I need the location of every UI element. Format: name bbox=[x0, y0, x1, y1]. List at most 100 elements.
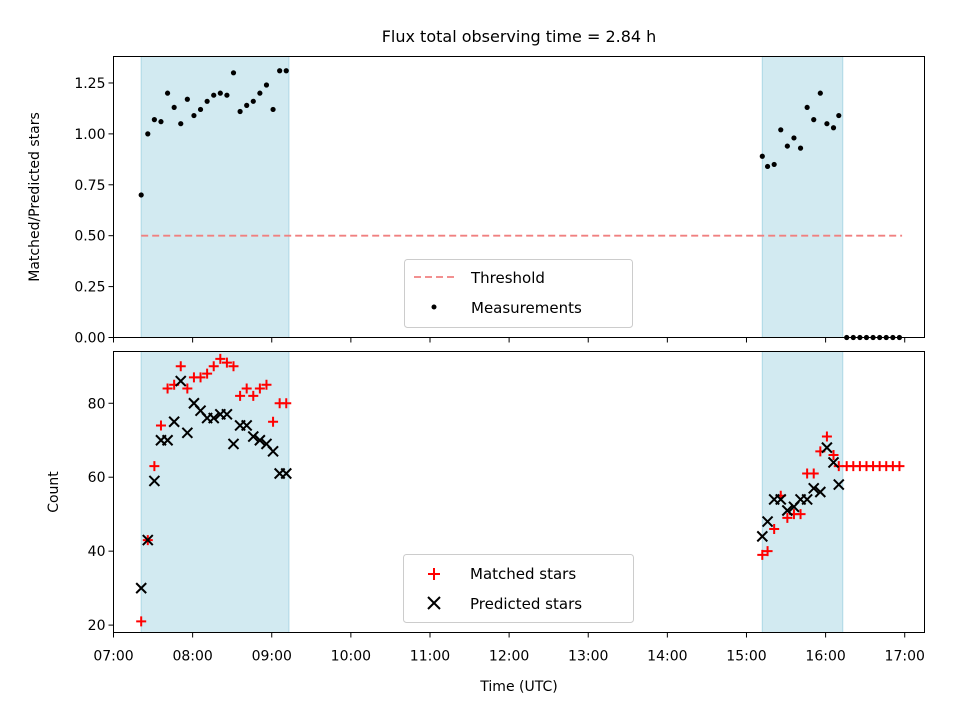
measurement-point bbox=[836, 112, 842, 119]
observing-windows bbox=[140, 56, 844, 338]
observing-window bbox=[761, 56, 844, 338]
y-tick-label: 20 bbox=[88, 618, 106, 634]
predicted-star-point bbox=[280, 467, 292, 480]
x-tick-label: 16:00 bbox=[805, 649, 845, 665]
observing-window bbox=[140, 351, 290, 633]
measurement-point bbox=[797, 145, 804, 151]
measurement-point bbox=[283, 68, 289, 74]
measurement-point bbox=[257, 90, 263, 96]
measurement-point bbox=[171, 104, 177, 111]
predicted-star-point bbox=[254, 434, 266, 446]
x-axis-ticks bbox=[113, 337, 906, 343]
x-tick-label: 08:00 bbox=[172, 649, 212, 665]
measurement-point bbox=[197, 106, 204, 113]
matched-star-point bbox=[208, 361, 219, 372]
measurement-point bbox=[270, 106, 276, 113]
predicted-star-point bbox=[267, 445, 279, 458]
legend: Matched stars Predicted stars bbox=[403, 554, 634, 623]
measurement-point bbox=[230, 70, 237, 76]
matched-star-point bbox=[821, 431, 832, 442]
x-tick-label: 07:00 bbox=[93, 649, 133, 665]
panel-ratio: Flux total observing time = 2.84 h 0.00 0… bbox=[27, 27, 925, 347]
matched-star-point bbox=[195, 372, 206, 383]
measurement-point bbox=[145, 131, 151, 137]
observing-window bbox=[761, 351, 844, 633]
measurement-point bbox=[784, 143, 790, 149]
matched-star-point bbox=[149, 461, 160, 472]
matched-star-point bbox=[808, 468, 819, 479]
measurement-point bbox=[791, 135, 797, 141]
legend-box bbox=[403, 554, 634, 623]
matched-star-point bbox=[261, 379, 272, 390]
y-tick-label: 1.00 bbox=[74, 127, 105, 143]
y-tick-label: 40 bbox=[88, 544, 106, 560]
measurement-point bbox=[263, 82, 270, 88]
predicted-star-point bbox=[833, 478, 845, 491]
predicted-star-point bbox=[181, 427, 194, 439]
predicted-star-point bbox=[175, 375, 187, 387]
measurement-point bbox=[250, 98, 256, 104]
predicted-star-point bbox=[808, 482, 820, 495]
legend-threshold-label: Threshold bbox=[470, 269, 545, 287]
predicted-star-point bbox=[208, 412, 220, 424]
matched-star-point bbox=[762, 546, 773, 557]
matched-star-point bbox=[235, 390, 246, 401]
x-tick-label: 15:00 bbox=[726, 649, 766, 665]
x-tick-label: 10:00 bbox=[331, 649, 371, 665]
predicted-star-point bbox=[801, 493, 813, 506]
measurement-point bbox=[830, 125, 837, 131]
matched-star-point bbox=[254, 383, 265, 394]
x-axis-ticks: 07:00 08:00 09:00 10:00 11:00 12:00 13:00 14:00… bbox=[93, 632, 925, 665]
matched-star-point bbox=[268, 416, 279, 427]
legend-predicted-swatch bbox=[427, 596, 441, 610]
legend-measurements-swatch bbox=[431, 304, 437, 310]
predicted-star-point bbox=[827, 456, 840, 469]
y-tick-label: 1.25 bbox=[74, 76, 105, 92]
matched-star-point bbox=[281, 398, 292, 409]
x-tick-label: 17:00 bbox=[885, 649, 925, 665]
predicted-star-point bbox=[756, 530, 769, 543]
measurement-point bbox=[811, 117, 817, 123]
legend-box bbox=[404, 259, 633, 328]
predicted-star-point bbox=[761, 515, 774, 528]
measurement-point bbox=[764, 163, 771, 170]
measurement-point bbox=[158, 119, 164, 125]
count-points bbox=[135, 353, 905, 627]
measurement-point bbox=[211, 92, 217, 98]
y-tick-label: 0.25 bbox=[74, 280, 105, 296]
measurement-point bbox=[224, 92, 230, 98]
y-tick-label: 0.00 bbox=[74, 331, 105, 347]
matched-star-point bbox=[757, 549, 768, 560]
measurement-point bbox=[178, 121, 184, 127]
matched-star-point bbox=[228, 361, 239, 372]
measurement-point bbox=[237, 108, 243, 115]
predicted-star-point bbox=[781, 504, 794, 517]
matched-star-point bbox=[795, 509, 806, 520]
predicted-star-point bbox=[142, 534, 154, 546]
measurement-point bbox=[204, 98, 210, 104]
legend-predicted-label: Predicted stars bbox=[470, 595, 582, 613]
matched-star-point bbox=[241, 383, 252, 394]
observing-windows bbox=[140, 351, 844, 633]
measurement-point bbox=[771, 161, 777, 168]
matched-star-point bbox=[221, 357, 232, 368]
legend-measurements-label: Measurements bbox=[471, 299, 582, 317]
predicted-star-point bbox=[168, 416, 180, 428]
predicted-star-point bbox=[775, 493, 787, 506]
chart-title: Flux total observing time = 2.84 h bbox=[382, 27, 657, 46]
predicted-star-point bbox=[814, 486, 827, 498]
measurement-point bbox=[191, 112, 197, 119]
measurement-point bbox=[138, 192, 144, 198]
matched-star-point bbox=[769, 523, 780, 534]
plot-frame bbox=[113, 56, 925, 338]
x-tick-label: 11:00 bbox=[410, 649, 450, 665]
matched-star-point bbox=[782, 512, 793, 523]
matched-star-point bbox=[215, 353, 226, 364]
measurement-point bbox=[151, 117, 157, 123]
measurement-point bbox=[817, 90, 823, 96]
predicted-star-point bbox=[221, 408, 233, 421]
predicted-star-point bbox=[161, 434, 174, 446]
measurement-point bbox=[217, 90, 223, 96]
y-axis-label: Matched/Predicted stars bbox=[27, 112, 43, 282]
